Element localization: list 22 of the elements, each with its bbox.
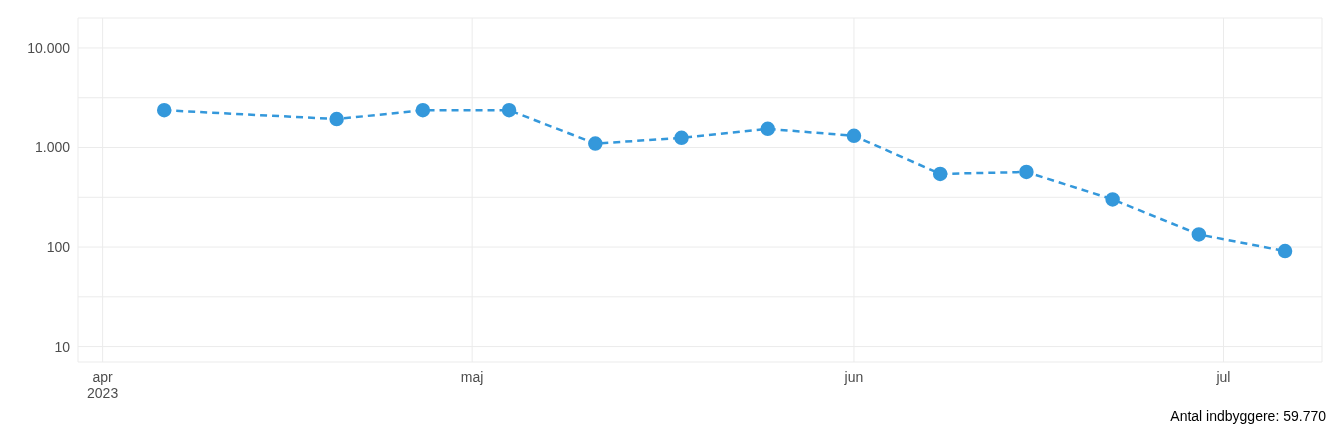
point xyxy=(156,102,172,118)
point xyxy=(760,121,775,137)
x-tick-label: maj xyxy=(460,369,484,385)
point xyxy=(1277,243,1293,259)
y-tick-label: 10 xyxy=(54,338,71,355)
point xyxy=(415,102,431,118)
point xyxy=(588,136,603,151)
point xyxy=(674,130,689,146)
point xyxy=(1191,227,1207,242)
y-tick-label: 1.000 xyxy=(34,139,71,156)
x-tick-label: jun xyxy=(843,369,864,385)
point xyxy=(846,128,862,144)
point xyxy=(501,102,517,118)
y-tick-label: 10.000 xyxy=(27,39,71,56)
text: Antal indbyggere: 59.770 xyxy=(1169,408,1327,424)
point xyxy=(1105,192,1120,207)
point xyxy=(329,111,344,127)
x-tick-label: apr 2023 xyxy=(87,369,119,401)
point xyxy=(932,166,948,182)
point xyxy=(1019,164,1034,180)
x-tick-label: jul xyxy=(1215,369,1231,385)
y-tick-label: 100 xyxy=(46,239,71,256)
